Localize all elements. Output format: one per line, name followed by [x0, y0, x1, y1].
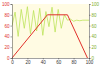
y2-axis-tick: 60: [89, 24, 97, 29]
y2-axis-tick-mark: [89, 36, 91, 37]
x-axis-tick: 0: [11, 58, 14, 65]
y2-axis-tick-mark: [89, 26, 91, 27]
x-axis-tick: 80: [72, 58, 78, 65]
y2-axis-tick: 0: [89, 56, 95, 61]
y2-axis-tick-label: 0: [92, 56, 95, 61]
y-axis-tick-mark: [11, 15, 13, 16]
x-axis-tick: 20: [25, 58, 31, 65]
series-line: [12, 15, 87, 58]
y-axis-tick-label: 100: [2, 2, 10, 7]
y-axis-tick-label: 80: [4, 13, 10, 18]
x-axis-tick-label: 40: [41, 60, 47, 65]
y-axis-tick-mark: [11, 47, 13, 48]
y2-axis-tick: 80: [89, 13, 97, 18]
y2-axis-tick: 100: [89, 2, 100, 7]
y2-axis-tick-mark: [89, 58, 91, 59]
plot-area: [12, 7, 89, 58]
x-axis-tick: 40: [41, 58, 47, 65]
y2-axis-tick-label: 20: [92, 45, 98, 50]
y2-axis-tick-mark: [89, 15, 91, 16]
y2-axis-tick: 20: [89, 45, 97, 50]
y-axis-tick-label: 0: [7, 56, 10, 61]
y2-axis-tick: 40: [89, 34, 97, 39]
y-axis-tick: 80: [4, 13, 12, 18]
x-axis-tick-label: 60: [56, 60, 62, 65]
y-axis-tick: 40: [4, 34, 12, 39]
y-axis-tick: 60: [4, 24, 12, 29]
y2-axis-tick-label: 100: [92, 2, 100, 7]
y-axis-tick-label: 40: [4, 34, 10, 39]
y2-axis-tick-mark: [89, 4, 91, 5]
y-axis-tick-mark: [11, 26, 13, 27]
y-axis-tick-mark: [11, 36, 13, 37]
x-axis-tick-label: 20: [25, 60, 31, 65]
y-axis-tick: 20: [4, 45, 12, 50]
x-axis-tick-label: 80: [72, 60, 78, 65]
y2-axis-tick-label: 40: [92, 34, 98, 39]
y-axis-tick: 100: [2, 2, 12, 7]
y-axis-tick: 0: [7, 56, 12, 61]
y-axis-tick-label: 20: [4, 45, 10, 50]
x-axis-line: [13, 59, 90, 60]
chart: 020406080100020406080100020406080100: [0, 0, 100, 66]
y2-axis-tick-mark: [89, 47, 91, 48]
y2-axis-line: [90, 5, 91, 59]
y2-axis-tick-label: 80: [92, 13, 98, 18]
y-axis-tick-mark: [11, 4, 13, 5]
y2-axis-tick-label: 60: [92, 24, 98, 29]
x-axis-tick: 60: [56, 58, 62, 65]
series-line: [12, 7, 89, 37]
plot-background: [12, 4, 89, 58]
y-axis-tick-mark: [11, 58, 13, 59]
x-axis-tick-label: 0: [11, 60, 14, 65]
y-axis-tick-label: 60: [4, 24, 10, 29]
y-axis-line: [11, 5, 13, 59]
